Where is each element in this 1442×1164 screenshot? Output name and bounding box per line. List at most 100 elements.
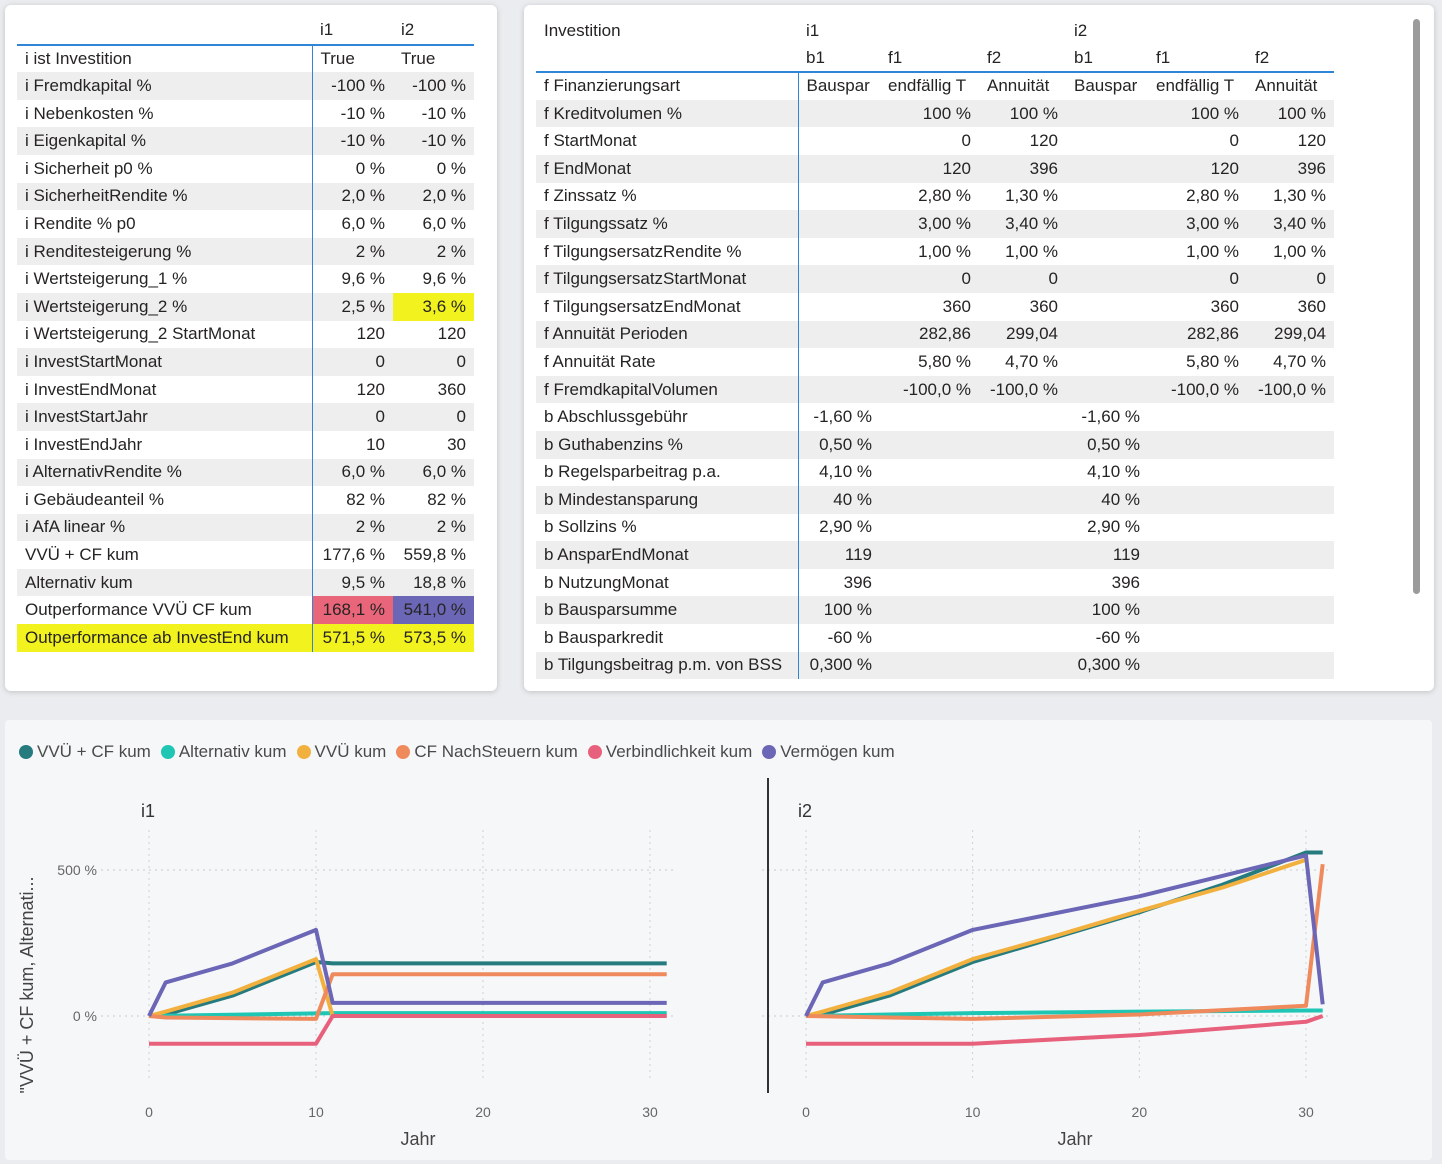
cell-i1: True bbox=[320, 48, 355, 68]
line-chart: "VVÜ + CF kum, Alternati... 0 % 500 % i1 0 10… bbox=[17, 778, 1332, 1149]
series-line-cf-nachsteuern-kum[interactable] bbox=[805, 863, 1325, 1021]
series-line-alternativ-kum[interactable] bbox=[148, 1011, 667, 1018]
table-row: f Annuität Perioden 282,86 299,04 282,86 299… bbox=[536, 320, 1334, 349]
column-header: i2 bbox=[1066, 17, 1148, 45]
series-line-cf-nachsteuern-kum[interactable] bbox=[148, 972, 667, 1021]
row-label: b Sollzins % bbox=[536, 513, 799, 542]
row-label: f Annuität Rate bbox=[536, 348, 799, 376]
row-label: f EndMonat bbox=[536, 154, 799, 183]
table-cell: 0,300 % bbox=[798, 651, 880, 680]
cell-i1: 9,5 % bbox=[312, 568, 393, 597]
legend-item[interactable]: Vermögen kum bbox=[762, 742, 895, 762]
table-cell: 3,40 % bbox=[979, 210, 1066, 238]
table-row: b AnsparEndMonat 119 119 bbox=[536, 541, 1334, 569]
table-cell bbox=[1148, 486, 1247, 514]
table-cell bbox=[1247, 569, 1334, 597]
y-tick-label: 0 % bbox=[73, 1008, 97, 1024]
row-label: Outperformance ab InvestEnd kum bbox=[17, 624, 313, 652]
series-line-verm-gen-kum[interactable] bbox=[147, 927, 667, 1017]
table-cell bbox=[1066, 238, 1148, 266]
table-cell bbox=[979, 514, 1066, 542]
y-axis-title: "VVÜ + CF kum, Alternati... bbox=[17, 877, 37, 1094]
cell-i2: 3,6 % bbox=[393, 292, 474, 321]
row-label: b Tilgungsbeitrag p.m. von BSS bbox=[536, 651, 799, 680]
table-cell bbox=[979, 403, 1066, 431]
cell-i1: 2,0 % bbox=[312, 182, 393, 211]
row-label: b Abschlussgebühr bbox=[536, 403, 799, 431]
column-header bbox=[979, 17, 1066, 45]
cell-i2: 360 bbox=[437, 379, 466, 399]
table-cell: 2,90 % bbox=[819, 517, 872, 537]
legend-label: Alternativ kum bbox=[178, 742, 287, 761]
table-cell: -100,0 % bbox=[880, 375, 979, 404]
table-row: f EndMonat 120 396 120 396 bbox=[536, 154, 1334, 183]
table-cell: -1,60 % bbox=[1081, 407, 1140, 427]
table-cell: Bauspar bbox=[1074, 76, 1138, 96]
table-row: VVÜ + CF kum 177,6 % 559,8 % bbox=[17, 541, 474, 569]
row-label: i Rendite % p0 bbox=[17, 210, 313, 238]
table-cell bbox=[798, 154, 880, 183]
legend-item[interactable]: CF NachSteuern kum bbox=[396, 742, 578, 762]
table-cell: 360 bbox=[1210, 296, 1239, 316]
row-label: b Bausparkredit bbox=[536, 624, 799, 652]
table-cell: 3,40 % bbox=[1247, 210, 1334, 238]
cell-i2: 120 bbox=[437, 324, 466, 344]
x-tick-label: 20 bbox=[475, 1104, 491, 1120]
table-cell: 40 % bbox=[1066, 486, 1148, 514]
table-row: i InvestEndMonat 120 360 bbox=[17, 375, 474, 404]
table-row: Alternativ kum 9,5 % 18,8 % bbox=[17, 568, 474, 597]
row-label: i AfA linear % bbox=[17, 513, 313, 542]
column-subheader: b1 bbox=[798, 44, 880, 74]
table-subheader-row: b1 f1 f2 b1 f1 f2 bbox=[536, 44, 1334, 74]
legend-marker bbox=[19, 745, 33, 759]
cell-i1: 571,5 % bbox=[312, 624, 393, 652]
table-cell bbox=[979, 569, 1066, 597]
legend-label: CF NachSteuern kum bbox=[414, 742, 578, 761]
investment-parameters-card: i1 i2 i ist Investition True True i Fremdkapi… bbox=[5, 5, 497, 691]
cell-i2: 30 bbox=[447, 434, 466, 454]
column-header: i2 bbox=[393, 17, 474, 46]
table-cell bbox=[979, 541, 1066, 569]
table-cell: 1,00 % bbox=[1005, 241, 1058, 261]
table-row: i InvestStartJahr 0 0 bbox=[17, 403, 474, 431]
table-cell bbox=[1066, 265, 1148, 293]
column-header: i1 bbox=[312, 17, 393, 46]
legend-item[interactable]: VVÜ + CF kum bbox=[19, 742, 151, 762]
table-cell: -60 % bbox=[827, 627, 872, 647]
legend-item[interactable]: Alternativ kum bbox=[160, 742, 287, 762]
row-label: i InvestStartMonat bbox=[17, 348, 313, 376]
series-line-vv-cf-kum[interactable] bbox=[148, 960, 667, 1018]
table-cell bbox=[798, 99, 880, 128]
vertical-scrollbar[interactable] bbox=[1413, 19, 1420, 594]
column-header bbox=[1148, 17, 1247, 45]
series-line-verm-gen-kum[interactable] bbox=[804, 853, 1325, 1017]
legend-item[interactable]: VVÜ kum bbox=[296, 742, 386, 762]
series-line-verbindlichkeit-kum[interactable] bbox=[149, 1014, 667, 1046]
series-line-vv-kum[interactable] bbox=[805, 857, 1307, 1018]
cell-i2: 2 % bbox=[393, 513, 474, 542]
cell-i2: True bbox=[401, 48, 436, 68]
series-line-alternativ-kum[interactable] bbox=[805, 1008, 1323, 1018]
table-cell: endfällig T bbox=[1156, 76, 1235, 96]
table-cell: 4,10 % bbox=[1087, 462, 1140, 482]
series-line-verbindlichkeit-kum[interactable] bbox=[806, 1014, 1324, 1046]
cell-i2: 541,0 % bbox=[393, 596, 474, 625]
cell-i1: 6,0 % bbox=[341, 213, 385, 233]
cell-i2: 18,8 % bbox=[393, 568, 474, 597]
row-label: b Mindestansparung bbox=[536, 486, 799, 514]
cell-i1: 177,6 % bbox=[322, 545, 385, 565]
table-cell bbox=[880, 514, 979, 542]
table-cell: 299,04 bbox=[1247, 320, 1334, 349]
series-line-vv-kum[interactable] bbox=[148, 957, 335, 1018]
legend-item[interactable]: Verbindlichkeit kum bbox=[587, 742, 752, 762]
row-label: f TilgungsersatzStartMonat bbox=[536, 265, 799, 293]
table-row: i AlternativRendite % 6,0 % 6,0 % bbox=[17, 458, 474, 487]
cell-i2: 6,0 % bbox=[393, 458, 474, 487]
table-cell bbox=[1148, 651, 1247, 680]
table-cell: 282,86 bbox=[1148, 320, 1247, 349]
row-label: b Regelsparbeitrag p.a. bbox=[536, 458, 799, 487]
cell-i2: -100 % bbox=[393, 72, 474, 100]
table-cell: 100 % bbox=[1247, 99, 1334, 128]
table-cell bbox=[1066, 348, 1148, 376]
table-cell: -100,0 % bbox=[1148, 375, 1247, 404]
